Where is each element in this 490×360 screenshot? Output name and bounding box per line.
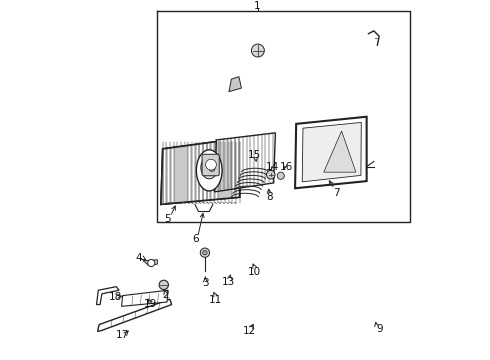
Polygon shape xyxy=(324,131,356,172)
Circle shape xyxy=(147,260,155,267)
Circle shape xyxy=(203,251,207,255)
Text: 6: 6 xyxy=(192,234,199,244)
Text: 17: 17 xyxy=(116,330,129,340)
Text: 13: 13 xyxy=(222,277,235,287)
Circle shape xyxy=(267,170,275,179)
Text: 16: 16 xyxy=(280,162,294,172)
Circle shape xyxy=(206,159,217,170)
Text: 1: 1 xyxy=(254,1,261,11)
Text: 15: 15 xyxy=(248,150,261,160)
Text: 10: 10 xyxy=(248,267,261,276)
Text: 9: 9 xyxy=(376,324,383,334)
Text: 8: 8 xyxy=(266,192,272,202)
Polygon shape xyxy=(302,122,361,182)
Polygon shape xyxy=(295,117,367,188)
Circle shape xyxy=(251,44,264,57)
Text: 7: 7 xyxy=(333,188,340,198)
Text: 18: 18 xyxy=(108,292,122,302)
Text: 5: 5 xyxy=(165,214,171,224)
Polygon shape xyxy=(229,77,242,92)
Text: 19: 19 xyxy=(144,299,157,309)
Polygon shape xyxy=(98,299,172,331)
Polygon shape xyxy=(97,287,119,305)
Polygon shape xyxy=(161,138,242,204)
Ellipse shape xyxy=(196,150,222,191)
Text: 11: 11 xyxy=(209,295,222,305)
Text: 4: 4 xyxy=(135,253,142,263)
Text: 2: 2 xyxy=(163,289,169,300)
FancyBboxPatch shape xyxy=(202,154,219,176)
Circle shape xyxy=(200,248,210,257)
Polygon shape xyxy=(215,133,275,192)
Polygon shape xyxy=(122,290,168,306)
Circle shape xyxy=(159,280,169,289)
Text: 14: 14 xyxy=(266,162,279,172)
Circle shape xyxy=(209,166,215,171)
Text: 3: 3 xyxy=(202,278,209,288)
Ellipse shape xyxy=(201,156,218,179)
Circle shape xyxy=(277,172,284,179)
Polygon shape xyxy=(161,138,242,204)
Polygon shape xyxy=(143,260,157,265)
Text: 12: 12 xyxy=(243,327,256,336)
